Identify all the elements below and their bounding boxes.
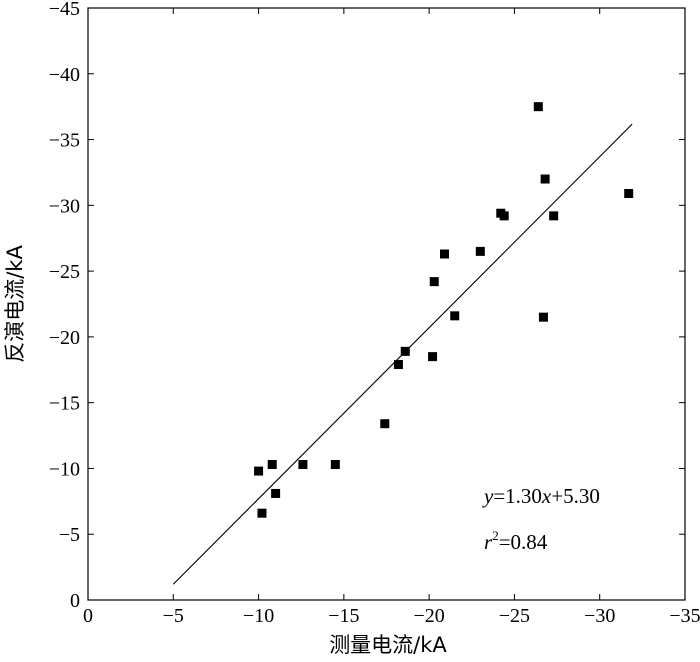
y-axis-title: 反演电流/kA: [3, 245, 27, 363]
data-point: [450, 311, 460, 321]
data-point: [549, 211, 559, 221]
x-tick-label: −20: [414, 605, 445, 627]
r-var: r: [484, 530, 493, 554]
x-tick-label: −5: [163, 605, 184, 627]
data-point: [393, 360, 403, 370]
data-point: [429, 277, 439, 287]
data-point: [540, 174, 550, 184]
x-tick-label: −30: [584, 605, 615, 627]
x-tick-label: −35: [669, 605, 700, 627]
x-tick-label: −25: [499, 605, 530, 627]
x-tick-label: −15: [328, 605, 359, 627]
y-tick-label: −15: [49, 393, 80, 415]
y-tick-label: −30: [49, 195, 80, 217]
eq-x-var: x: [541, 484, 552, 508]
data-point: [330, 459, 340, 469]
x-tick-label: −10: [243, 605, 274, 627]
data-point: [400, 346, 410, 356]
y-tick-label: −20: [49, 327, 80, 349]
data-point: [499, 211, 509, 221]
data-point: [428, 352, 438, 362]
y-tick-label: −25: [49, 261, 80, 283]
data-point: [439, 249, 449, 259]
y-tick-label: −45: [49, 0, 80, 20]
y-tick-label: 0: [70, 590, 80, 612]
data-points: [254, 102, 634, 518]
r-exponent: 2: [492, 528, 499, 543]
y-tick-label: −35: [49, 130, 80, 152]
eq-slope: =1.30: [493, 484, 542, 508]
eq-y-var: y: [482, 484, 494, 508]
plot-frame: [87, 7, 686, 601]
data-point: [271, 488, 281, 498]
y-tick-label: −40: [49, 64, 80, 86]
r-value: =0.84: [499, 530, 548, 554]
data-point: [475, 246, 485, 256]
axis-tick-labels: 0 −5 −10 −15 −20 −25 −30 −35 0 −5 −10 −15 −20 −25 −30 −…: [49, 0, 700, 627]
data-point: [624, 188, 634, 198]
data-point: [538, 312, 548, 322]
x-tick-label: 0: [83, 605, 93, 627]
fit-equation: y=1.30x+5.30: [482, 484, 600, 508]
data-point: [533, 102, 543, 112]
x-axis-title: 测量电流/kA: [329, 633, 447, 657]
axis-ticks: [87, 7, 686, 601]
y-tick-label: −5: [59, 524, 80, 546]
y-tick-label: −10: [49, 458, 80, 480]
data-point: [254, 466, 264, 476]
r-squared: r2=0.84: [484, 528, 548, 554]
data-point: [298, 459, 308, 469]
data-point: [257, 508, 267, 518]
data-point: [267, 459, 277, 469]
data-point: [380, 419, 390, 429]
eq-intercept: +5.30: [551, 484, 600, 508]
